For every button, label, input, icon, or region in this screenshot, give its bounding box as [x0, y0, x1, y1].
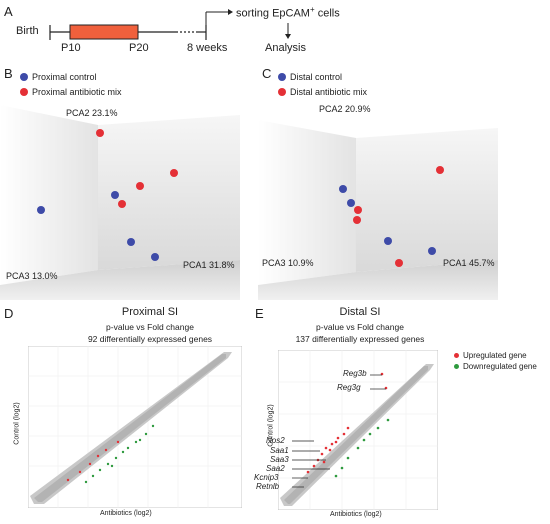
panel-letter-b: B [4, 66, 13, 81]
point-red [118, 200, 126, 208]
gene-label-nos2: Nos2 [266, 436, 285, 445]
legend-dot-red [278, 88, 286, 96]
legend-upregulated: Upregulated gene [454, 351, 527, 360]
legend-dot-green [454, 364, 459, 369]
axis-pca1-b: PCA1 31.8% [183, 260, 235, 270]
legend-c-antibiotic-label: Distal antibiotic mix [290, 87, 368, 97]
point-blue [384, 237, 392, 245]
legend-upregulated-label: Upregulated gene [463, 351, 527, 360]
sorting-tail: cells [314, 7, 340, 20]
sorting-sup: + [309, 5, 315, 14]
point-red [96, 129, 104, 137]
weeks-label: 8 weeks [187, 42, 228, 54]
legend-c-control: Distal control [278, 72, 342, 82]
legend-dot-red [20, 88, 28, 96]
panel-letter-e: E [255, 306, 264, 321]
point-red [436, 166, 444, 174]
xlabel-d: Antibiotics (log2) [100, 510, 152, 517]
back-wall [98, 115, 240, 270]
legend-dot-red [454, 353, 459, 358]
point-red [136, 182, 144, 190]
legend-b-control: Proximal control [20, 72, 97, 82]
gene-label-saa1: Saa1 [270, 446, 289, 455]
pca-plot-proximal [0, 105, 240, 300]
point-blue [339, 185, 347, 193]
point-red [354, 206, 362, 214]
treatment-bar [69, 24, 139, 40]
point-blue [151, 253, 159, 261]
sorting-text: sorting EpCAM [236, 7, 310, 20]
gene-callout-lines [292, 374, 386, 488]
axis-pca2-c: PCA2 20.9% [319, 104, 371, 114]
axis-pca1-c: PCA1 45.7% [443, 258, 495, 268]
legend-b-antibiotic: Proximal antibiotic mix [20, 87, 122, 97]
point-red [170, 169, 178, 177]
point-blue [37, 206, 45, 214]
gene-cloud-core [284, 366, 428, 504]
scatter-distal [278, 350, 438, 510]
subtitle2-e: 137 differentially expressed genes [295, 334, 425, 344]
panel-letter-a: A [4, 4, 13, 19]
panel-letter-d: D [4, 306, 14, 321]
left-wall [0, 105, 98, 285]
legend-c-control-label: Distal control [290, 72, 343, 82]
gene-label-retnlb: Retnlb [256, 482, 280, 491]
subtitle-d: p-value vs Fold change [106, 322, 194, 332]
gene-cloud-core [34, 354, 226, 502]
downregulated-points [334, 418, 390, 478]
point-blue [347, 199, 355, 207]
legend-b-control-label: Proximal control [32, 72, 97, 82]
subtitle2-d: 92 differentially expressed genes [87, 334, 213, 344]
p20-label: P20 [129, 42, 149, 54]
point-red [353, 216, 361, 224]
legend-dot-blue [278, 73, 286, 81]
upregulated-points [306, 372, 388, 474]
gene-label-saa3: Saa3 [270, 455, 289, 464]
axis-pca3-b: PCA3 13.0% [6, 271, 58, 281]
point-blue [127, 238, 135, 246]
gene-label-kcnip3: Kcnip3 [254, 473, 279, 482]
gene-label-saa2: Saa2 [266, 464, 285, 473]
ylabel-e: Control (log2) [267, 404, 275, 447]
sorting-label: sorting EpCAM+ cells [236, 5, 340, 20]
point-blue [428, 247, 436, 255]
xlabel-e: Antibiotics (log2) [330, 511, 382, 518]
analysis-label: Analysis [265, 42, 306, 54]
legend-downregulated: Downregulated gene [454, 362, 537, 371]
floor [258, 260, 498, 300]
scatter-proximal [28, 346, 242, 508]
legend-c-antibiotic: Distal antibiotic mix [278, 87, 367, 97]
legend-dot-blue [20, 73, 28, 81]
floor [0, 260, 240, 300]
p10-label: P10 [61, 42, 81, 54]
pca-plot-distal [258, 120, 498, 300]
ylabel-d: Control (log2) [13, 402, 21, 445]
title-e: Distal SI [339, 306, 381, 318]
subtitle-e: p-value vs Fold change [316, 322, 404, 332]
left-wall [258, 120, 356, 285]
axis-pca3-c: PCA3 10.9% [262, 258, 314, 268]
title-d: Proximal SI [121, 306, 179, 318]
upregulated-points [66, 440, 120, 482]
gene-label-reg3g: Reg3g [337, 383, 361, 392]
timeline [49, 9, 291, 40]
point-red [395, 259, 403, 267]
gene-label-reg3b: Reg3b [343, 369, 367, 378]
legend-downregulated-label: Downregulated gene [463, 362, 537, 371]
downregulated-points [84, 424, 155, 484]
point-blue [111, 191, 119, 199]
panel-letter-c: C [262, 66, 272, 81]
legend-b-antibiotic-label: Proximal antibiotic mix [32, 87, 122, 97]
back-wall [356, 128, 498, 272]
axis-pca2-b: PCA2 23.1% [66, 108, 118, 118]
birth-label: Birth [16, 25, 39, 37]
